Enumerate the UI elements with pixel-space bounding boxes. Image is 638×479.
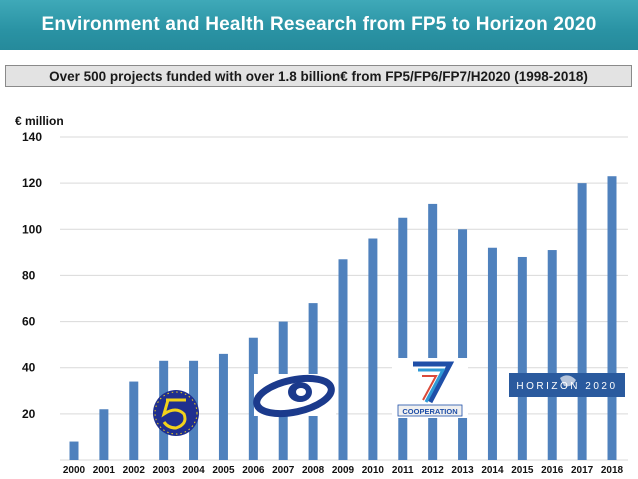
x-tick-label: 2018 bbox=[601, 465, 624, 476]
x-tick-label: 2016 bbox=[541, 465, 564, 476]
bar-2014 bbox=[487, 247, 497, 460]
x-tick-label: 2006 bbox=[242, 465, 265, 476]
fp6-six-icon bbox=[253, 374, 335, 418]
y-tick-label: 20 bbox=[22, 407, 36, 421]
bar-2009 bbox=[338, 259, 348, 460]
horizon-2020-logo: HORIZON 2020 bbox=[509, 373, 625, 397]
y-tick-label: 40 bbox=[22, 361, 36, 375]
x-tick-label: 2003 bbox=[153, 465, 176, 476]
y-tick-label: 140 bbox=[22, 130, 42, 144]
page-title: Environment and Health Research from FP5… bbox=[0, 0, 638, 50]
fp7-caption: COOPERATION bbox=[402, 407, 457, 416]
bar-2018 bbox=[607, 176, 617, 460]
x-tick-label: 2000 bbox=[63, 465, 86, 476]
x-tick-label: 2004 bbox=[182, 465, 205, 476]
x-tick-label: 2002 bbox=[123, 465, 146, 476]
subtitle-banner: Over 500 projects funded with over 1.8 b… bbox=[5, 65, 632, 87]
y-tick-label: 80 bbox=[22, 268, 36, 282]
bar-2010 bbox=[368, 238, 378, 460]
bar-2013 bbox=[458, 229, 468, 460]
bar-2006 bbox=[248, 337, 258, 460]
horizon-2020-icon bbox=[560, 375, 576, 387]
bar-2017 bbox=[577, 183, 587, 460]
x-tick-label: 2001 bbox=[93, 465, 116, 476]
fp7-seven-icon bbox=[413, 361, 455, 404]
x-tick-label: 2017 bbox=[571, 465, 594, 476]
x-tick-label: 2015 bbox=[511, 465, 534, 476]
fp5-emblem-icon bbox=[153, 390, 199, 436]
x-tick-label: 2007 bbox=[272, 465, 295, 476]
bar-2000 bbox=[69, 441, 79, 460]
y-axis-unit-label: € million bbox=[15, 114, 64, 128]
bar-2001 bbox=[99, 409, 109, 460]
y-tick-label: 100 bbox=[22, 222, 42, 236]
bar-2015 bbox=[517, 256, 527, 460]
bar-2011 bbox=[398, 217, 408, 460]
x-tick-label: 2008 bbox=[302, 465, 325, 476]
x-tick-label: 2012 bbox=[422, 465, 445, 476]
bar-2005 bbox=[218, 353, 228, 460]
x-tick-label: 2005 bbox=[212, 465, 235, 476]
x-tick-label: 2014 bbox=[481, 465, 504, 476]
bar-2002 bbox=[129, 381, 139, 460]
bar-2016 bbox=[547, 250, 557, 460]
fp7-logo: COOPERATION bbox=[392, 358, 468, 418]
y-tick-label: 60 bbox=[22, 315, 36, 329]
x-tick-label: 2013 bbox=[451, 465, 474, 476]
bar-2012 bbox=[428, 203, 438, 460]
x-tick-label: 2010 bbox=[362, 465, 385, 476]
fp6-logo bbox=[253, 374, 336, 418]
fp5-logo bbox=[153, 390, 199, 436]
x-tick-label: 2011 bbox=[392, 465, 414, 476]
horizon-2020-text: HORIZON 2020 bbox=[516, 381, 617, 392]
y-tick-label: 120 bbox=[22, 176, 42, 190]
x-tick-label: 2009 bbox=[332, 465, 355, 476]
